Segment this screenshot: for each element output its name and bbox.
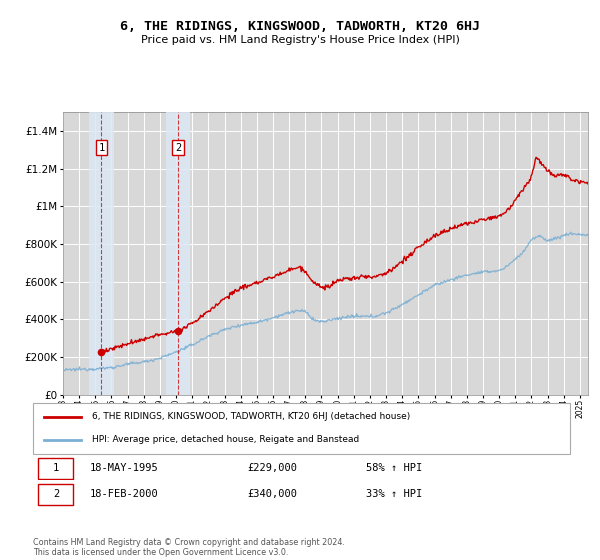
Text: £340,000: £340,000 bbox=[248, 489, 298, 500]
Bar bbox=[63, 112, 94, 395]
Text: 1: 1 bbox=[53, 463, 59, 473]
Bar bbox=[186, 112, 588, 395]
Text: 18-MAY-1995: 18-MAY-1995 bbox=[89, 463, 158, 473]
FancyBboxPatch shape bbox=[33, 403, 570, 454]
Text: 1: 1 bbox=[98, 143, 104, 153]
Text: 58% ↑ HPI: 58% ↑ HPI bbox=[366, 463, 422, 473]
Text: Contains HM Land Registry data © Crown copyright and database right 2024.
This d: Contains HM Land Registry data © Crown c… bbox=[33, 538, 345, 557]
Text: 2: 2 bbox=[53, 489, 59, 500]
Bar bbox=[166, 112, 190, 395]
FancyBboxPatch shape bbox=[38, 484, 73, 505]
Text: 6, THE RIDINGS, KINGSWOOD, TADWORTH, KT20 6HJ: 6, THE RIDINGS, KINGSWOOD, TADWORTH, KT2… bbox=[120, 20, 480, 32]
FancyBboxPatch shape bbox=[38, 458, 73, 478]
Text: Price paid vs. HM Land Registry's House Price Index (HPI): Price paid vs. HM Land Registry's House … bbox=[140, 35, 460, 45]
Text: HPI: Average price, detached house, Reigate and Banstead: HPI: Average price, detached house, Reig… bbox=[92, 436, 359, 445]
Text: £229,000: £229,000 bbox=[248, 463, 298, 473]
Bar bbox=[89, 112, 113, 395]
Text: 33% ↑ HPI: 33% ↑ HPI bbox=[366, 489, 422, 500]
Text: 18-FEB-2000: 18-FEB-2000 bbox=[89, 489, 158, 500]
Text: 6, THE RIDINGS, KINGSWOOD, TADWORTH, KT20 6HJ (detached house): 6, THE RIDINGS, KINGSWOOD, TADWORTH, KT2… bbox=[92, 412, 410, 421]
Text: 2: 2 bbox=[175, 143, 181, 153]
